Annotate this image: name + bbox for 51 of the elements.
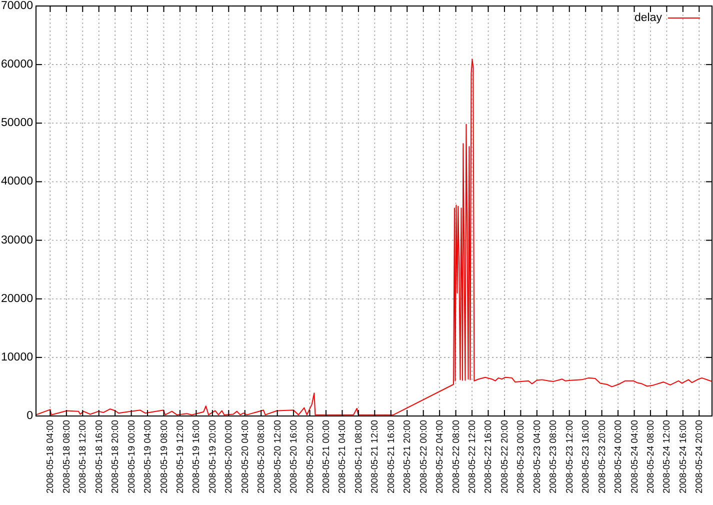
x-tick-label: 2008-05-20 20:00 <box>304 420 315 494</box>
x-tick-label: 2008-05-21 08:00 <box>353 420 364 494</box>
x-tick-label: 2008-05-24 04:00 <box>629 420 640 494</box>
x-tick-label: 2008-05-22 04:00 <box>434 420 445 494</box>
y-tick-label: 70000 <box>1 0 33 12</box>
x-tick-label: 2008-05-23 00:00 <box>516 420 526 494</box>
x-tick-label: 2008-05-19 16:00 <box>191 420 202 494</box>
x-tick-label: 2008-05-20 04:00 <box>240 420 250 494</box>
y-tick-label: 20000 <box>1 292 33 305</box>
y-tick-label: 40000 <box>1 176 33 188</box>
line-series <box>36 58 712 416</box>
x-tick-label: 2008-05-22 08:00 <box>450 420 461 494</box>
x-tick-label: 2008-05-24 20:00 <box>694 420 704 494</box>
y-tick-label: 30000 <box>1 234 33 246</box>
x-tick-label: 2008-05-19 04:00 <box>142 420 153 494</box>
x-tick-label: 2008-05-21 12:00 <box>370 420 380 494</box>
x-tick-label: 2008-05-24 16:00 <box>678 420 688 494</box>
x-tick-label: 2008-05-20 08:00 <box>256 420 266 494</box>
x-tick-label: 2008-05-20 12:00 <box>272 420 282 494</box>
x-tick-label: 2008-05-18 16:00 <box>94 420 104 494</box>
x-tick-label: 2008-05-23 16:00 <box>580 420 591 494</box>
x-tick-label: 2008-05-19 12:00 <box>174 420 185 494</box>
x-tick-label: 2008-05-18 12:00 <box>78 420 88 494</box>
x-tick-label: 2008-05-21 16:00 <box>386 420 396 494</box>
x-tick-label: 2008-05-22 20:00 <box>499 420 510 494</box>
x-tick-label: 2008-05-21 20:00 <box>402 420 412 494</box>
x-tick-label: 2008-05-20 00:00 <box>224 420 234 494</box>
y-tick-label: 50000 <box>1 117 33 130</box>
x-tick-label: 2008-05-20 16:00 <box>288 420 299 494</box>
x-tick-label: 2008-05-23 12:00 <box>564 420 574 494</box>
x-tick-label: 2008-05-19 20:00 <box>207 420 218 494</box>
x-tick-label: 2008-05-24 08:00 <box>645 420 656 494</box>
x-tick-label: 2008-05-18 20:00 <box>110 420 120 494</box>
x-tick-label: 2008-05-22 12:00 <box>467 420 478 494</box>
x-tick-label: 2008-05-23 20:00 <box>596 420 607 494</box>
x-tick-label: 2008-05-21 00:00 <box>321 420 332 494</box>
y-tick-label: 0 <box>26 410 33 422</box>
x-tick-label: 2008-05-22 00:00 <box>418 420 428 494</box>
x-tick-label: 2008-05-18 08:00 <box>61 420 72 494</box>
x-tick-label: 2008-05-24 12:00 <box>662 420 672 494</box>
x-tick-label: 2008-05-18 04:00 <box>45 420 56 494</box>
x-tick-label: 2008-05-19 08:00 <box>158 420 169 494</box>
legend-label: delay <box>634 12 662 24</box>
x-tick-label: 2008-05-22 16:00 <box>483 420 494 494</box>
x-tick-label: 2008-05-23 08:00 <box>548 420 558 494</box>
y-tick-label: 10000 <box>1 351 33 364</box>
x-tick-label: 2008-05-19 00:00 <box>126 420 136 494</box>
y-tick-label: 60000 <box>1 58 33 71</box>
x-tick-label: 2008-05-24 00:00 <box>613 420 624 494</box>
x-tick-label: 2008-05-23 04:00 <box>532 420 542 494</box>
x-tick-label: 2008-05-21 04:00 <box>337 420 348 494</box>
